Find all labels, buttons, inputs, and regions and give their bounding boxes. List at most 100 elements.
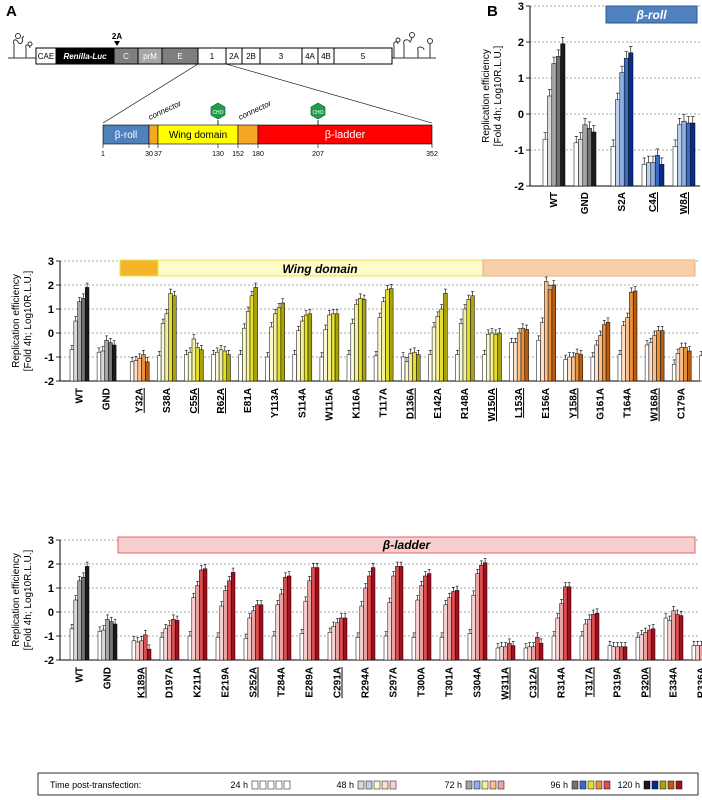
y-axis-label-units: [Fold 4h; Log10R.L.U.] — [23, 549, 34, 650]
legend-swatch — [481, 780, 489, 790]
svg-text:Renilla-Luc: Renilla-Luc — [63, 52, 107, 61]
category-label: T300A — [417, 667, 428, 697]
bar — [355, 636, 361, 661]
y-tick-label: 3 — [48, 256, 54, 268]
bar-group-e219a: E219A — [215, 567, 236, 698]
bar — [542, 138, 548, 187]
zoom-line-left — [102, 63, 199, 124]
ladder-domain — [257, 124, 433, 145]
five-prime-utr-icon — [8, 33, 36, 59]
bar-group-k189a: K189A — [131, 630, 152, 698]
bar — [531, 646, 536, 661]
bar — [112, 344, 117, 382]
bar — [387, 602, 392, 661]
connector-2 — [237, 124, 259, 145]
category-label: C4A — [648, 192, 659, 212]
y-tick-label: -1 — [514, 145, 524, 157]
bar — [605, 321, 611, 382]
bar — [687, 350, 692, 382]
bar — [104, 339, 109, 382]
legend-swatch — [659, 780, 667, 790]
bar — [361, 299, 367, 382]
bar — [141, 354, 146, 382]
bar — [411, 636, 417, 661]
bar — [503, 646, 508, 661]
category-label: K211A — [193, 667, 204, 698]
bar — [276, 307, 282, 382]
bar — [443, 604, 448, 661]
bar — [646, 162, 652, 187]
bar — [573, 142, 579, 187]
bar — [265, 356, 270, 382]
bar — [551, 635, 557, 661]
y-tick-label: -1 — [44, 631, 54, 643]
bar — [560, 43, 566, 187]
chart-ladder: 3 2 1 0 -1 -2 Replication efficiency [Fold 4h; … — [11, 535, 702, 700]
bar — [404, 361, 410, 382]
category-label: E81A — [243, 388, 254, 413]
bar — [339, 617, 344, 661]
category-label: W115A — [324, 388, 335, 421]
bar — [683, 347, 688, 382]
category-label: E289A — [305, 667, 316, 698]
bar — [389, 288, 394, 382]
bar-group-c291a: C291A — [327, 613, 348, 698]
category-label: E219A — [221, 667, 232, 698]
y-tick-label: 0 — [518, 109, 524, 121]
bar-group-t117a: T117A — [373, 283, 394, 417]
bar — [416, 354, 421, 382]
bar — [157, 355, 162, 382]
bar-group-g161a: G161A — [590, 317, 611, 420]
y-tick-label: 3 — [518, 1, 524, 13]
bar — [615, 646, 620, 661]
bar — [610, 146, 616, 187]
category-label: GND — [103, 667, 114, 689]
bar — [187, 635, 193, 661]
bar — [591, 131, 597, 187]
bar — [391, 575, 396, 661]
bar — [535, 636, 540, 661]
bar — [650, 162, 656, 187]
bar — [513, 342, 518, 382]
y-tick-label: 2 — [48, 280, 54, 292]
bar — [520, 327, 526, 382]
svg-text:3: 3 — [279, 52, 284, 61]
bar — [482, 562, 488, 661]
category-label: D136A — [406, 388, 417, 419]
bar-group-y158a: Y158A — [563, 348, 584, 419]
bar — [187, 351, 193, 382]
bar — [218, 349, 224, 382]
bar — [245, 311, 251, 382]
bar-group-gnd: GND — [573, 118, 597, 214]
bar — [303, 600, 308, 661]
bar — [335, 622, 340, 661]
bar — [184, 354, 189, 382]
bar — [690, 122, 696, 187]
bar — [587, 618, 592, 661]
bar-group-p320a: P320A — [635, 624, 656, 698]
bar — [536, 339, 541, 382]
bar — [611, 646, 616, 661]
bar — [222, 350, 227, 382]
legend-swatch — [643, 780, 651, 790]
residue-label: 130 — [212, 151, 224, 158]
svg-text:4A: 4A — [305, 52, 315, 61]
bar — [479, 564, 484, 661]
residue-label: 352 — [426, 151, 438, 158]
svg-text:β-ladder: β-ladder — [325, 129, 366, 141]
bar — [594, 612, 600, 661]
bar — [69, 349, 75, 382]
legend-time-label: 72 h — [444, 780, 462, 790]
bar — [551, 284, 556, 382]
bar — [412, 351, 417, 382]
bar — [279, 593, 284, 661]
bar — [648, 342, 653, 382]
category-label: S38A — [162, 388, 173, 413]
bar — [615, 99, 621, 187]
svg-text:2B: 2B — [246, 52, 256, 61]
bar — [574, 353, 580, 382]
bar — [591, 614, 596, 661]
bar — [280, 302, 285, 382]
bar — [594, 344, 599, 382]
legend-swatch — [389, 780, 397, 790]
